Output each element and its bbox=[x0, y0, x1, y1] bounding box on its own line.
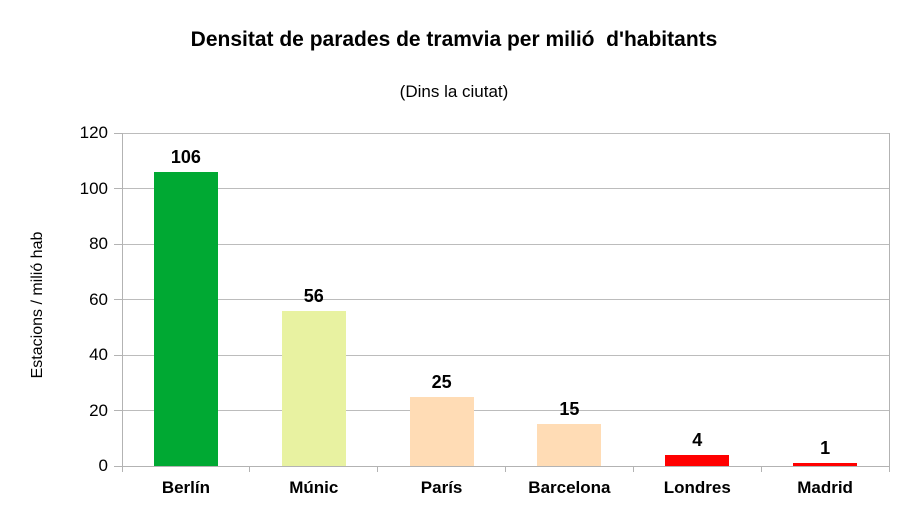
bar-value-label-paris: 25 bbox=[431, 372, 452, 392]
y-tick-mark-80 bbox=[114, 243, 122, 245]
x-tick-mark-3 bbox=[505, 466, 506, 472]
bar-value-label-barcelona: 15 bbox=[559, 399, 580, 419]
gridline-60 bbox=[122, 299, 889, 300]
y-axis-title: Estacions / milió hab bbox=[29, 231, 46, 379]
bar-value-label-berlin: 106 bbox=[170, 147, 201, 167]
x-tick-mark-2 bbox=[377, 466, 379, 472]
bar-value-label-londres: 4 bbox=[692, 430, 703, 450]
x-axis-label-berlin: Berlín bbox=[161, 478, 210, 497]
x-tick-mark-1 bbox=[249, 466, 251, 472]
bar-munic bbox=[282, 311, 346, 466]
x-axis-label-madrid: Madrid bbox=[797, 478, 853, 497]
y-tick-label-0: 0 bbox=[98, 456, 108, 475]
x-tick-mark-5 bbox=[760, 466, 762, 472]
bar-barcelona bbox=[537, 424, 601, 466]
y-tick-mark-120 bbox=[114, 132, 122, 134]
gridline-100 bbox=[122, 188, 889, 189]
y-tick-label-40: 40 bbox=[89, 345, 108, 364]
plot-right-border bbox=[889, 133, 890, 472]
x-axis-label-paris: París bbox=[420, 478, 463, 497]
bar-paris bbox=[410, 397, 474, 466]
chart-title: Densitat de parades de tramvia per milió… bbox=[190, 28, 718, 51]
gridline-120 bbox=[122, 132, 889, 134]
x-axis-line bbox=[122, 466, 890, 467]
x-axis-label-munic: Múnic bbox=[289, 478, 339, 497]
gridline-80 bbox=[122, 243, 889, 245]
y-tick-label-20: 20 bbox=[89, 400, 108, 420]
x-axis-label-barcelona: Barcelona bbox=[528, 478, 611, 497]
y-tick-mark-100 bbox=[114, 188, 122, 189]
y-tick-mark-60 bbox=[114, 299, 122, 300]
bar-madrid bbox=[793, 463, 857, 466]
y-tick-label-100: 100 bbox=[79, 178, 108, 198]
chart-subtitle: (Dins la ciutat) bbox=[399, 82, 509, 101]
bar-value-label-munic: 56 bbox=[303, 286, 324, 306]
y-tick-label-80: 80 bbox=[89, 234, 108, 253]
x-axis-label-londres: Londres bbox=[663, 478, 731, 497]
bar-value-label-madrid: 1 bbox=[820, 438, 831, 458]
y-axis-line bbox=[122, 133, 123, 472]
gridline-40 bbox=[122, 354, 889, 356]
y-tick-mark-20 bbox=[114, 410, 122, 411]
gridline-20 bbox=[122, 410, 889, 411]
bar-londres bbox=[665, 455, 729, 466]
y-tick-label-120: 120 bbox=[79, 123, 108, 142]
y-tick-label-60: 60 bbox=[89, 289, 108, 309]
y-tick-mark-40 bbox=[114, 354, 122, 356]
bar-berlin bbox=[154, 172, 218, 466]
x-tick-mark-4 bbox=[632, 466, 634, 472]
y-tick-mark-0 bbox=[114, 465, 122, 467]
